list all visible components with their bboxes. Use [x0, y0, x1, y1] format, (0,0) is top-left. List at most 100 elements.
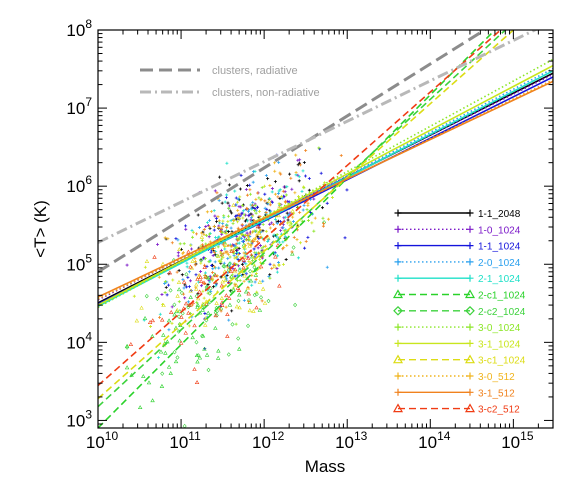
- scatter-point: [236, 298, 241, 304]
- scatter-point: [176, 254, 180, 258]
- legend-marker: [394, 274, 402, 282]
- scatter-point: [202, 227, 206, 231]
- scatter-point: [232, 267, 238, 272]
- scatter-point: [142, 316, 148, 320]
- scatter-point: [231, 286, 235, 290]
- scatter-point: [124, 343, 130, 348]
- scatter-point: [225, 193, 229, 197]
- scatter-point: [247, 235, 251, 239]
- scatter-point: [288, 223, 292, 227]
- scatter-point: [242, 251, 246, 255]
- scatter-point: [290, 208, 295, 213]
- legend-entry-1-0_1024: 1-0_1024: [394, 225, 521, 236]
- scatter-point: [224, 293, 229, 298]
- legend-label: 1-1_2048: [478, 209, 521, 220]
- scatter-point: [274, 235, 278, 239]
- scatter-point: [237, 292, 242, 297]
- scatter-point: [194, 286, 198, 290]
- scatter-point: [185, 285, 189, 289]
- scatter-point: [243, 237, 247, 241]
- scatter-point: [268, 273, 272, 277]
- scatter-point: [184, 272, 189, 277]
- legend-entry-3-1_1024: 3-1_1024: [394, 339, 521, 350]
- scatter-point: [254, 277, 258, 281]
- scatter-point: [254, 236, 258, 240]
- scatter-point: [179, 314, 184, 319]
- scatter-point: [293, 302, 298, 308]
- scatter-point: [226, 267, 231, 273]
- scatter-point: [160, 292, 164, 296]
- scatter-point: [193, 260, 197, 264]
- scatter-point: [178, 242, 182, 246]
- scatter-point: [221, 243, 225, 247]
- scatter-point: [283, 215, 287, 219]
- scatter-point: [234, 242, 238, 246]
- scatter-point: [236, 336, 241, 341]
- scatter-point: [275, 270, 279, 274]
- scatter-point: [255, 290, 259, 294]
- scatter-point: [161, 332, 166, 337]
- scatter-point: [256, 246, 260, 250]
- scatter-point: [242, 209, 246, 213]
- scatter-point: [188, 294, 193, 299]
- scatter-point: [195, 359, 200, 364]
- scatter-point: [262, 184, 266, 188]
- scatter-point: [167, 270, 173, 275]
- scatter-point: [203, 257, 207, 261]
- scatter-point: [240, 211, 244, 215]
- scatter-point: [275, 233, 279, 237]
- scatter-point: [282, 185, 286, 189]
- scatter-point: [244, 271, 248, 275]
- scatter-point: [289, 176, 293, 180]
- scatter-point: [244, 243, 248, 247]
- scatter-point: [253, 203, 257, 207]
- scatter-point: [256, 230, 262, 235]
- scatter-point: [234, 304, 240, 309]
- legend-label: 2-c2_1024: [478, 307, 526, 318]
- scatter-point: [163, 350, 168, 355]
- legend-entry-1-1_2048: 1-1_2048: [394, 209, 521, 220]
- scatter-point: [260, 246, 264, 250]
- scatter-point: [235, 214, 239, 218]
- scatter-point: [189, 243, 193, 247]
- scatter-point: [226, 252, 230, 256]
- scatter-point: [177, 321, 182, 327]
- scatter-point: [248, 192, 252, 196]
- scatter-point: [248, 183, 252, 187]
- scatter-point: [146, 380, 152, 385]
- scatter-point: [128, 342, 134, 346]
- legend-entry-2-c1_1024: 2-c1_1024: [392, 289, 526, 302]
- scatter-point: [288, 211, 292, 215]
- scatter-point: [213, 265, 217, 269]
- scatter-point: [175, 307, 180, 312]
- scatter-point: [183, 301, 189, 306]
- scatter-point: [252, 263, 256, 267]
- scatter-point: [301, 208, 305, 212]
- scatter-point: [263, 206, 267, 210]
- scatter-point: [245, 219, 249, 223]
- scatter-point: [213, 235, 217, 239]
- scatter-point: [156, 242, 160, 246]
- scatter-point: [208, 218, 212, 222]
- scatter-point: [236, 220, 240, 224]
- scatter-point: [238, 214, 242, 218]
- scatter-point: [236, 216, 240, 220]
- scatter-point: [270, 266, 274, 270]
- scatter-point: [235, 273, 239, 277]
- scatter-point: [280, 196, 284, 200]
- y-axis-label: <T> (K): [31, 200, 50, 258]
- scatter-point: [253, 209, 257, 213]
- scatter-point: [236, 257, 240, 261]
- scatter-point: [194, 380, 200, 384]
- scatter-point: [211, 267, 215, 271]
- scatter-point: [277, 261, 281, 265]
- scatter-point: [291, 245, 296, 250]
- scatter-point: [245, 193, 249, 197]
- scatter-point: [209, 250, 213, 254]
- scatter-point: [292, 235, 296, 239]
- scatter-point: [242, 213, 246, 217]
- scatter-point: [322, 222, 326, 226]
- scatter-point: [226, 214, 230, 218]
- scatter-point: [142, 318, 146, 322]
- scatter-point: [190, 247, 194, 251]
